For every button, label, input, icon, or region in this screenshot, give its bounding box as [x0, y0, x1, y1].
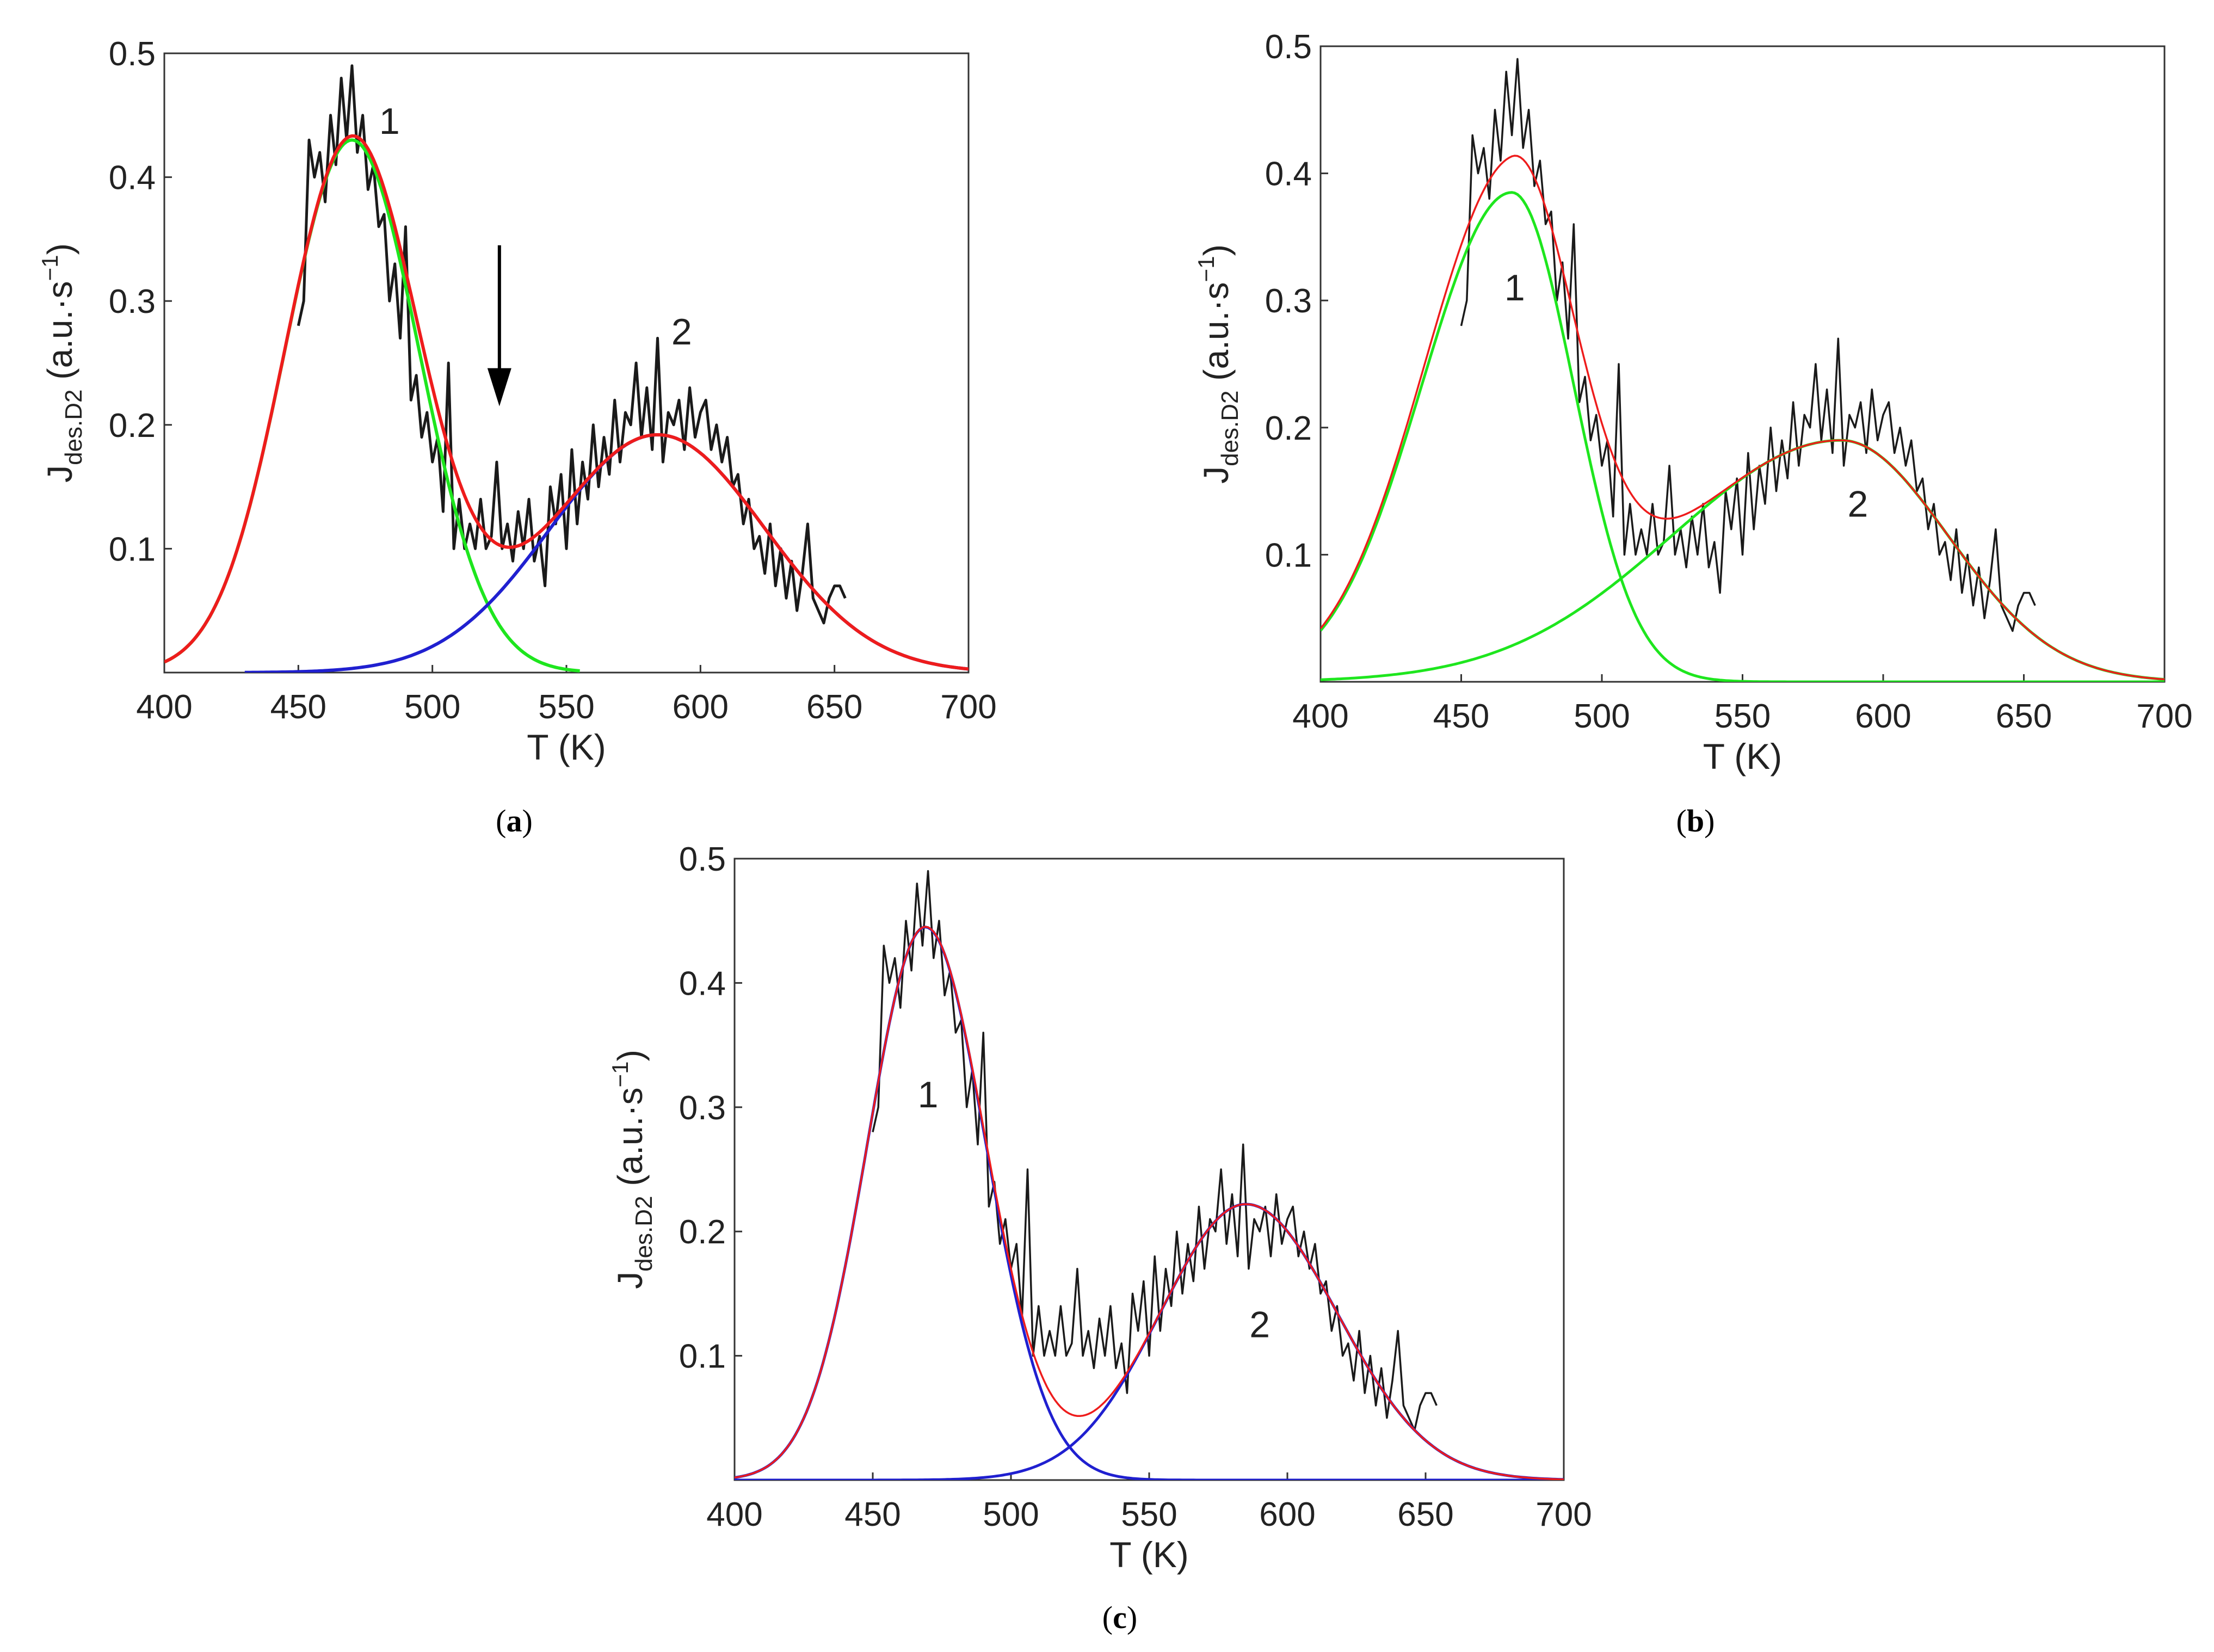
panel-a-peak-label-1: 1: [379, 101, 400, 142]
panel-c: (c) 400 450 500 550 600 650 700 0.1 0.2 0.3 0.4 0.5…: [607, 841, 1592, 1635]
panel-c-component-peak-1: [735, 926, 1564, 1480]
panel-a-total-fit-line: [164, 134, 969, 671]
panel-c-ytick-label: 0.3: [679, 1089, 726, 1127]
panel-a-ytick-label: 0.4: [109, 159, 156, 197]
panel-c-xtick-label: 550: [1121, 1496, 1177, 1533]
panel-c-curves: [735, 870, 1564, 1480]
panel-c-ytick-label: 0.4: [679, 965, 726, 1002]
panel-a-xtick-label: 600: [673, 688, 729, 726]
panel-c-caption: (c): [1102, 1600, 1137, 1635]
panel-b-xtick-label: 550: [1715, 698, 1771, 735]
panel-c-ytick-label: 0.5: [679, 841, 726, 878]
panel-c-xtick-label: 600: [1259, 1496, 1315, 1533]
panel-b-experimental-line: [1460, 58, 2036, 632]
panel-b-xtick-label: 400: [1292, 698, 1348, 735]
panel-c-xtick-label: 400: [706, 1496, 762, 1533]
panel-a-ytick-label: 0.5: [109, 35, 156, 73]
panel-c-ylabel-main: J: [610, 1272, 650, 1289]
panel-a-component-peak-1: [164, 138, 580, 673]
panel-b-xtick-label: 450: [1433, 698, 1489, 735]
panel-a-experimental-line: [297, 64, 847, 625]
panel-b-total-fit-line: [1321, 155, 2164, 681]
panel-a-xlabel: T (K): [527, 727, 606, 767]
panel-b-ytick-label: 0.1: [1265, 537, 1312, 574]
panel-a-xtick-label: 400: [136, 688, 192, 726]
panel-b-ytick-label: 0.3: [1265, 282, 1312, 320]
panel-b-ytick-label: 0.5: [1265, 28, 1312, 66]
panel-b-xtick-label: 700: [2136, 698, 2192, 735]
panel-c-xtick-label: 450: [844, 1496, 901, 1533]
panel-a-xtick-label: 550: [538, 688, 594, 726]
panel-a-caption: (a): [496, 803, 533, 839]
panel-a-ylabel-sub: des.D2: [60, 389, 87, 465]
panel-b-component-peak-1: [1321, 191, 2164, 682]
panel-a-peak-label-2: 2: [671, 311, 692, 353]
panel-a-plot-frame: [163, 52, 970, 674]
panel-a-ylabel-main: J: [40, 465, 79, 483]
panel-a-component-peak-2: [244, 433, 969, 673]
panel-c-ylabel: Jdes.D2 (a.u.·s−1): [607, 1050, 657, 1289]
panel-a-xtick-label: 700: [940, 688, 996, 726]
panel-b: (b) 400 450 500 550 600 650 700 0.1 0.2 0.3 0.4 0.5…: [1193, 28, 2193, 839]
panel-c-ylabel-unit: (a.u.·s: [610, 1087, 650, 1195]
panel-b-xtick-label: 650: [1996, 698, 2052, 735]
panel-b-peak-label-1: 1: [1504, 267, 1525, 309]
panel-a: (a) 400 450 500 550 600 650 700 0.1 0.2 0.3 0.4 0.5…: [37, 35, 997, 839]
panel-b-component-peak-2: [1321, 439, 2164, 681]
panel-b-caption: (b): [1676, 803, 1715, 839]
panel-a-ylabel: Jdes.D2 (a.u.·s−1): [37, 243, 87, 483]
panel-a-ylabel-end: ): [40, 243, 79, 255]
panel-b-curves: [1321, 58, 2164, 682]
panel-a-xtick-label: 500: [404, 688, 460, 726]
panel-c-total-fit-line: [735, 926, 1564, 1480]
panel-b-ylabel: Jdes.D2 (a.u.·s−1): [1193, 244, 1243, 484]
panel-b-ylabel-end: ): [1197, 244, 1236, 256]
panel-b-xtick-label: 500: [1574, 698, 1630, 735]
panel-b-ylabel-sub: des.D2: [1217, 390, 1243, 466]
panel-c-ylabel-sub: des.D2: [631, 1195, 657, 1271]
panel-c-ytick-label: 0.1: [679, 1338, 726, 1376]
panel-b-xtick-label: 600: [1855, 698, 1911, 735]
panel-a-curves: [164, 64, 969, 673]
panel-c-ytick-label: 0.2: [679, 1213, 726, 1251]
panel-a-ylabel-sup: −1: [37, 255, 63, 281]
panel-a-ytick-label: 0.3: [109, 283, 156, 320]
panel-c-xtick-label: 700: [1535, 1496, 1592, 1533]
panel-b-ytick-label: 0.4: [1265, 156, 1312, 193]
panel-b-plot-frame: [1319, 45, 2166, 683]
panel-a-ylabel-unit: (a.u.·s: [40, 281, 79, 389]
panel-a-ytick-label: 0.1: [109, 531, 156, 568]
panel-b-ylabel-sup: −1: [1193, 256, 1219, 282]
panel-c-peak-label-2: 2: [1249, 1304, 1270, 1345]
panel-c-ylabel-sup: −1: [607, 1061, 633, 1087]
panel-c-xtick-label: 650: [1397, 1496, 1453, 1533]
panel-c-peak-label-1: 1: [918, 1074, 939, 1115]
panel-c-ylabel-end: ): [610, 1050, 650, 1061]
panel-c-experimental-line: [872, 870, 1438, 1432]
panel-b-ytick-label: 0.2: [1265, 410, 1312, 447]
panel-c-xlabel: T (K): [1109, 1534, 1188, 1575]
panel-b-xlabel: T (K): [1703, 736, 1782, 776]
panel-a-xtick-label: 450: [270, 688, 326, 726]
panel-a-ytick-label: 0.2: [109, 407, 156, 445]
panel-b-peak-label-2: 2: [1848, 483, 1868, 525]
panel-a-xtick-label: 650: [806, 688, 862, 726]
panel-c-plot-frame: [733, 858, 1565, 1481]
panel-a-arrow-head: [487, 368, 511, 406]
panel-c-xtick-label: 500: [983, 1496, 1039, 1533]
panel-b-ylabel-unit: (a.u.·s: [1197, 282, 1236, 390]
panel-b-ylabel-main: J: [1197, 466, 1236, 484]
